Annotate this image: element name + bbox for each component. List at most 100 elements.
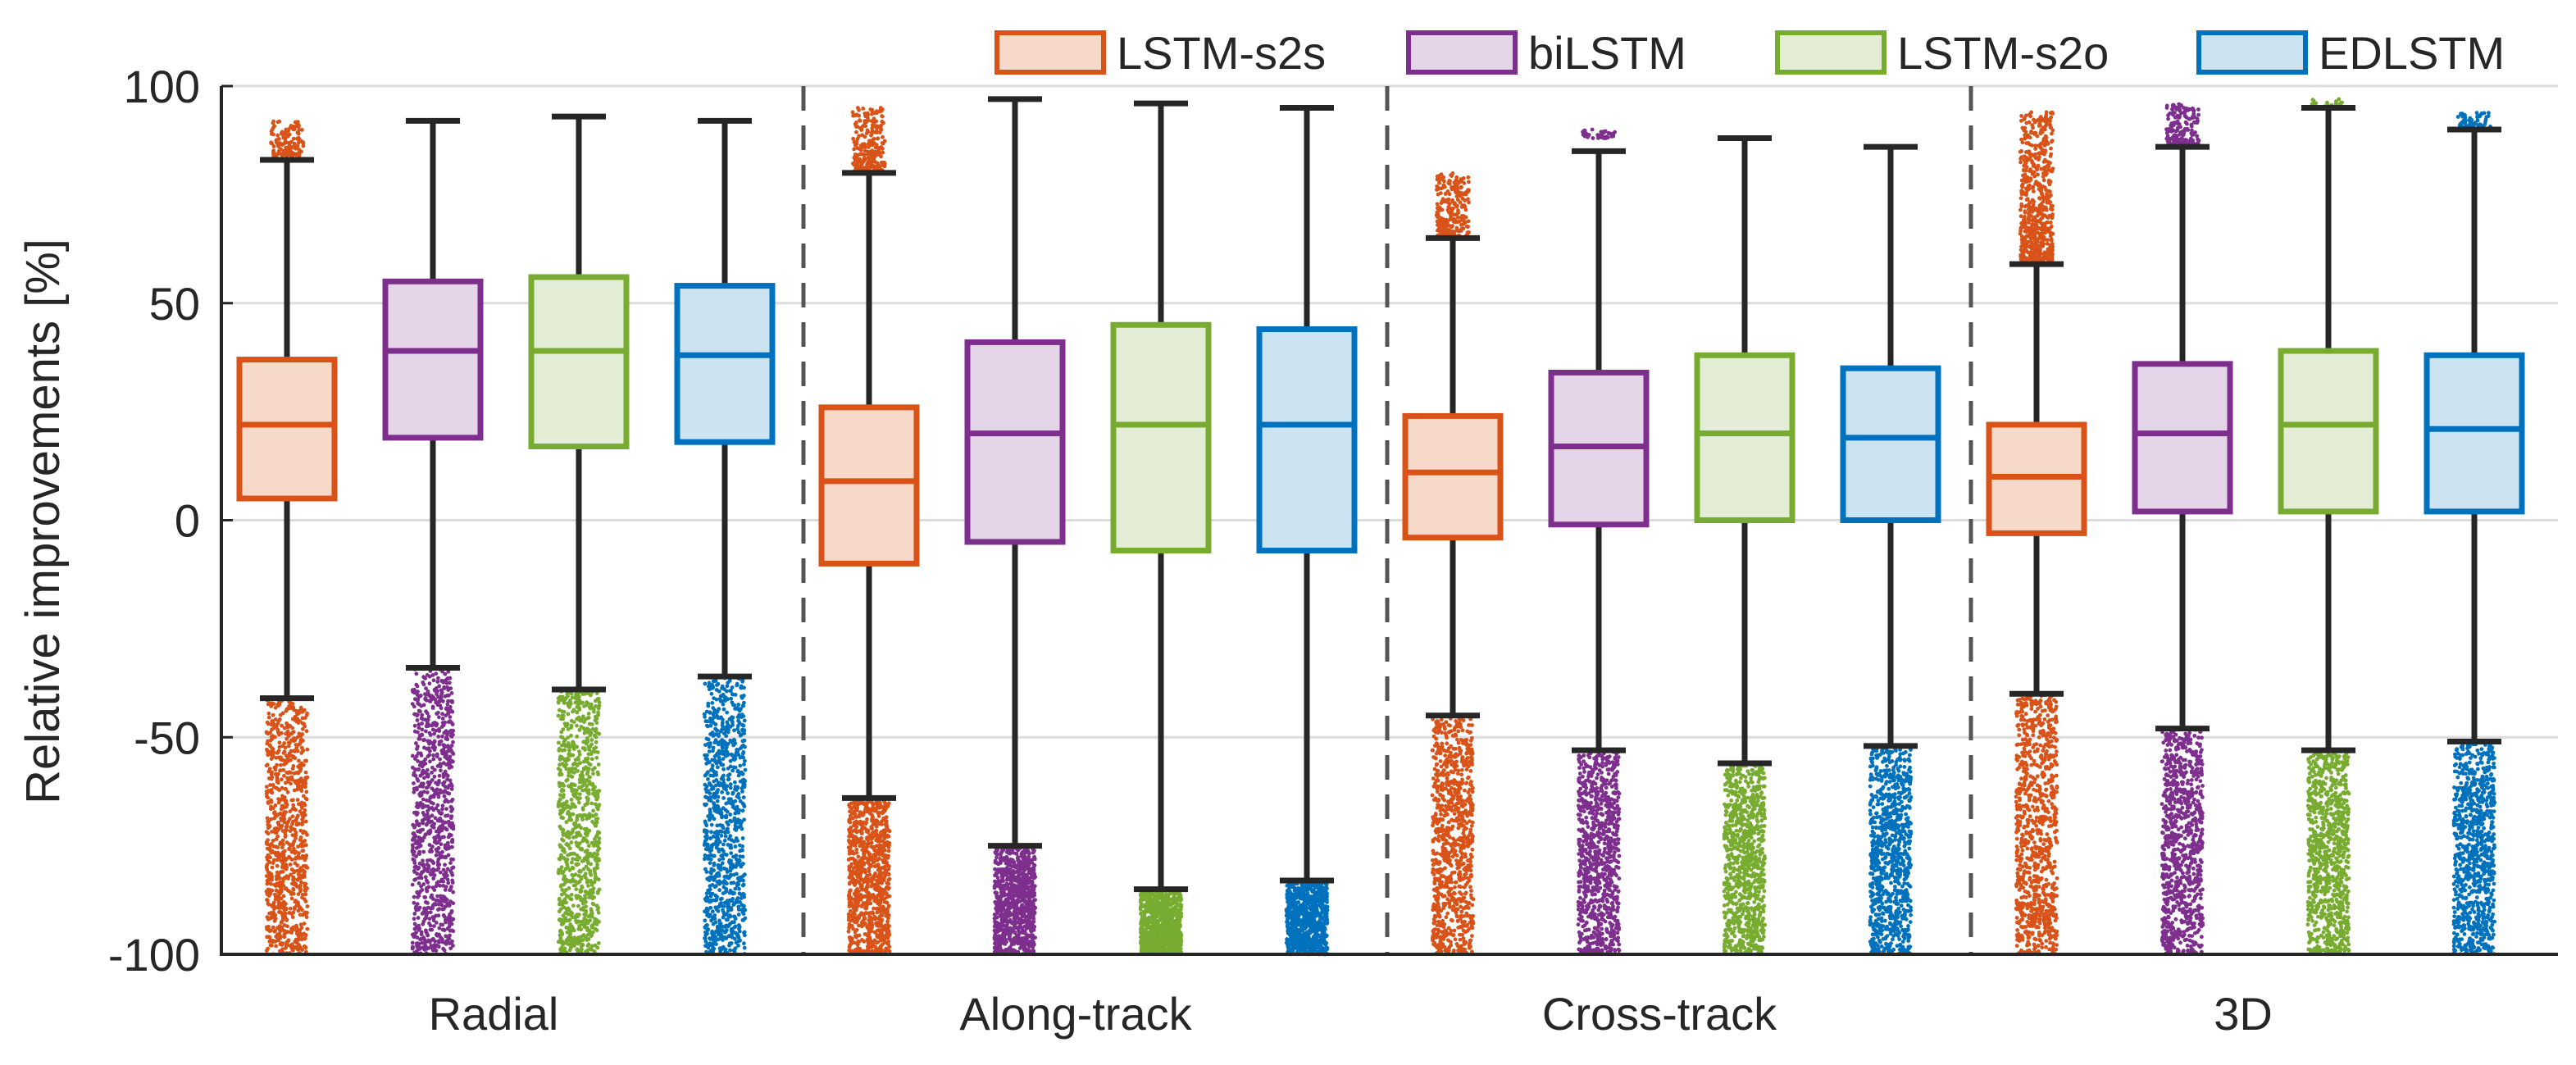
outlier-point bbox=[867, 151, 872, 156]
outlier-point bbox=[284, 721, 289, 726]
outlier-point bbox=[414, 812, 419, 817]
outlier-point bbox=[277, 740, 282, 745]
outlier-point bbox=[567, 758, 571, 762]
outlier-point bbox=[862, 134, 867, 139]
outlier-point bbox=[280, 926, 284, 931]
outlier-point bbox=[443, 790, 448, 794]
outlier-point bbox=[561, 727, 566, 732]
outlier-point bbox=[873, 808, 877, 813]
outlier-point bbox=[594, 755, 599, 760]
outlier-point bbox=[417, 852, 422, 856]
outlier-point bbox=[264, 730, 269, 735]
outlier-point bbox=[433, 939, 438, 944]
outlier-point bbox=[426, 858, 430, 862]
outlier-point bbox=[709, 830, 713, 835]
outlier-point bbox=[868, 895, 873, 900]
outlier-point bbox=[721, 915, 726, 920]
outlier-point bbox=[735, 706, 740, 710]
outlier-point bbox=[558, 808, 563, 813]
outlier-point bbox=[864, 821, 868, 825]
outlier-point bbox=[592, 869, 597, 874]
outlier-point bbox=[283, 915, 288, 920]
outlier-point bbox=[264, 830, 269, 835]
outlier-point bbox=[557, 740, 561, 745]
outlier-point bbox=[414, 804, 419, 809]
outlier-point bbox=[732, 758, 737, 762]
outlier-point bbox=[447, 915, 451, 919]
outlier-point bbox=[423, 875, 428, 880]
outlier-point bbox=[269, 772, 274, 776]
outlier-point bbox=[739, 684, 744, 689]
outlier-point bbox=[272, 918, 277, 923]
outlier-point bbox=[284, 130, 288, 134]
outlier-point bbox=[571, 744, 576, 749]
outlier-point bbox=[280, 865, 284, 870]
outlier-point bbox=[432, 774, 437, 779]
outlier-point bbox=[583, 757, 588, 761]
outlier-point bbox=[561, 717, 565, 721]
outlier-point bbox=[296, 937, 301, 942]
outlier-point bbox=[575, 834, 580, 838]
outlier-point bbox=[863, 807, 868, 811]
outlier-point bbox=[585, 817, 589, 821]
outlier-point bbox=[293, 834, 298, 839]
outlier-point bbox=[445, 693, 450, 698]
outlier-point bbox=[877, 843, 882, 848]
outlier-point bbox=[578, 785, 583, 790]
outlier-point bbox=[435, 862, 440, 867]
outlier-point bbox=[587, 747, 591, 752]
outlier-point bbox=[866, 160, 871, 164]
outlier-point bbox=[586, 861, 590, 866]
outlier-point bbox=[589, 738, 594, 742]
outlier-point bbox=[426, 866, 431, 870]
outlier-point bbox=[729, 941, 734, 945]
outlier-point bbox=[706, 701, 711, 706]
outlier-point bbox=[851, 136, 856, 141]
outlier-point bbox=[580, 839, 585, 844]
outlier-point bbox=[728, 785, 733, 790]
outlier-point bbox=[418, 844, 423, 848]
outlier-point bbox=[593, 714, 598, 719]
outlier-point bbox=[562, 847, 567, 852]
outlier-point bbox=[853, 899, 858, 903]
outlier-point bbox=[444, 736, 448, 741]
outlier-point bbox=[881, 817, 886, 821]
outlier-point bbox=[873, 885, 878, 890]
outlier-point bbox=[443, 888, 448, 892]
outlier-point bbox=[727, 679, 732, 683]
outlier-point bbox=[292, 806, 296, 811]
outlier-point bbox=[730, 931, 735, 935]
outlier-point bbox=[710, 944, 715, 949]
outlier-point bbox=[294, 779, 298, 784]
outlier-point bbox=[864, 906, 869, 911]
outlier-point bbox=[423, 832, 428, 837]
outlier-point bbox=[714, 759, 718, 764]
outlier-point bbox=[736, 923, 741, 927]
outlier-point bbox=[856, 865, 861, 870]
outlier-point bbox=[569, 892, 574, 897]
outlier-point bbox=[435, 782, 440, 787]
outlier-point bbox=[563, 744, 567, 749]
outlier-point bbox=[303, 936, 307, 940]
outlier-point bbox=[284, 781, 288, 785]
outlier-point bbox=[419, 871, 424, 876]
outlier-point bbox=[277, 732, 281, 737]
outlier-point bbox=[571, 812, 576, 817]
outlier-point bbox=[871, 803, 876, 808]
outlier-point bbox=[282, 811, 287, 816]
outlier-point bbox=[723, 834, 728, 839]
outlier-point bbox=[882, 897, 887, 901]
outlier-point bbox=[715, 799, 720, 803]
outlier-point bbox=[562, 802, 567, 807]
outlier-point bbox=[301, 849, 306, 853]
outlier-point bbox=[448, 715, 453, 719]
outlier-point bbox=[563, 758, 567, 763]
outlier-point bbox=[865, 817, 869, 822]
outlier-point bbox=[430, 824, 435, 828]
outlier-point bbox=[291, 886, 296, 891]
outlier-point bbox=[707, 741, 712, 746]
outlier-point bbox=[587, 844, 591, 849]
outlier-point bbox=[703, 782, 708, 787]
outlier-point bbox=[595, 890, 600, 895]
outlier-point bbox=[278, 949, 282, 953]
